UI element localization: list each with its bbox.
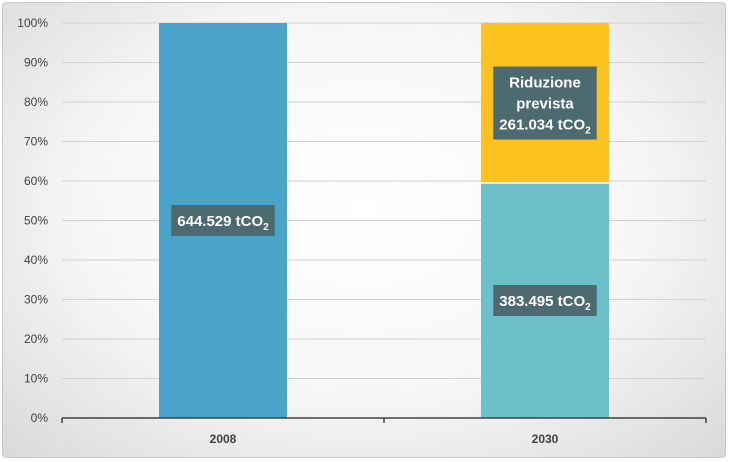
data-label-text: Riduzione (509, 74, 581, 91)
gridlines (62, 22, 706, 379)
y-tick-label: 90% (24, 56, 48, 70)
y-tick-label: 70% (24, 135, 48, 149)
y-tick-label: 10% (24, 372, 48, 386)
y-tick-label: 100% (17, 16, 48, 30)
y-axis-ticks: 0% 10% 20% 30% 40% 50% 60% 70% 80% 90% 100% (17, 16, 48, 425)
x-axis: 2008 2030 (61, 417, 707, 446)
y-tick-label: 40% (24, 253, 48, 267)
data-label-box (493, 66, 597, 140)
y-tick-label: 0% (31, 411, 49, 425)
x-tick-label: 2008 (210, 432, 237, 446)
y-tick-label: 20% (24, 332, 48, 346)
data-label-text: 261.034 tCO2 (499, 116, 591, 136)
data-label-text: prevista (516, 95, 574, 112)
data-label-box (493, 284, 597, 316)
data-label-text: 644.529 tCO2 (177, 213, 269, 233)
y-tick-label: 60% (24, 174, 48, 188)
y-tick-label: 30% (24, 293, 48, 307)
x-tick-label: 2030 (532, 432, 559, 446)
data-labels: 644.529 tCO2 383.495 tCO2 Riduzione previst… (171, 66, 597, 316)
data-label-box (171, 205, 275, 236)
y-tick-label: 80% (24, 95, 48, 109)
data-label-text: 383.495 tCO2 (499, 293, 591, 313)
y-tick-label: 50% (24, 214, 48, 228)
